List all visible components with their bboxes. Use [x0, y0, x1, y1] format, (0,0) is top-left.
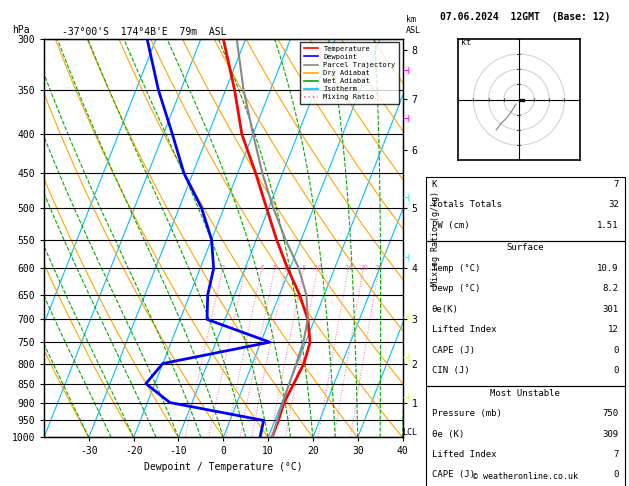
Bar: [426, 386, 625, 486]
Text: 12: 12: [608, 325, 619, 334]
Text: hPa: hPa: [12, 25, 30, 35]
Text: Mixing Ratio (g/kg): Mixing Ratio (g/kg): [431, 191, 440, 286]
Text: ⊣: ⊣: [403, 353, 409, 363]
Text: ⊣: ⊣: [403, 313, 409, 323]
Text: 07.06.2024  12GMT  (Base: 12): 07.06.2024 12GMT (Base: 12): [440, 12, 610, 22]
Text: 0: 0: [613, 366, 619, 375]
Text: © weatheronline.co.uk: © weatheronline.co.uk: [473, 472, 577, 481]
Text: Most Unstable: Most Unstable: [490, 389, 560, 398]
Text: 7: 7: [613, 450, 619, 459]
Text: 1.51: 1.51: [597, 221, 619, 230]
Text: Totals Totals: Totals Totals: [431, 200, 502, 209]
Text: km
ASL: km ASL: [406, 16, 421, 35]
Text: 8: 8: [301, 265, 306, 271]
Bar: [426, 241, 625, 386]
Text: 16: 16: [344, 265, 353, 271]
Text: 2: 2: [221, 265, 225, 271]
Text: Surface: Surface: [506, 243, 544, 253]
Text: 309: 309: [603, 430, 619, 439]
Text: 0: 0: [613, 470, 619, 480]
Text: 750: 750: [603, 409, 619, 418]
Text: CIN (J): CIN (J): [431, 366, 469, 375]
Text: 0: 0: [613, 346, 619, 355]
Text: 5: 5: [273, 265, 277, 271]
Text: θe(K): θe(K): [431, 305, 459, 314]
Text: 7: 7: [613, 180, 619, 189]
Text: Pressure (mb): Pressure (mb): [431, 409, 502, 418]
Text: K: K: [431, 180, 437, 189]
Text: 10: 10: [313, 265, 322, 271]
Text: 4: 4: [260, 265, 264, 271]
Text: 25: 25: [374, 265, 383, 271]
Text: 6: 6: [284, 265, 288, 271]
Text: CAPE (J): CAPE (J): [431, 470, 475, 480]
Text: -37°00'S  174°4B'E  79m  ASL: -37°00'S 174°4B'E 79m ASL: [62, 27, 226, 37]
Text: CAPE (J): CAPE (J): [431, 346, 475, 355]
Text: ⊣: ⊣: [403, 393, 409, 402]
Legend: Temperature, Dewpoint, Parcel Trajectory, Dry Adiabat, Wet Adiabat, Isotherm, Mi: Temperature, Dewpoint, Parcel Trajectory…: [301, 42, 399, 104]
Text: ⊣: ⊣: [403, 114, 409, 123]
Text: Lifted Index: Lifted Index: [431, 325, 496, 334]
Text: kt: kt: [461, 38, 471, 47]
Text: Lifted Index: Lifted Index: [431, 450, 496, 459]
Bar: [426, 177, 625, 241]
Text: LCL: LCL: [403, 428, 418, 437]
Text: 301: 301: [603, 305, 619, 314]
Text: 10.9: 10.9: [597, 264, 619, 273]
Text: ⊣: ⊣: [403, 66, 409, 76]
Text: Dewp (°C): Dewp (°C): [431, 284, 480, 294]
Text: PW (cm): PW (cm): [431, 221, 469, 230]
Text: θe (K): θe (K): [431, 430, 464, 439]
Text: ⊣: ⊣: [403, 253, 409, 263]
Text: 3: 3: [243, 265, 248, 271]
Text: 20: 20: [359, 265, 368, 271]
Text: 32: 32: [608, 200, 619, 209]
Text: ⊣: ⊣: [403, 193, 409, 203]
X-axis label: Dewpoint / Temperature (°C): Dewpoint / Temperature (°C): [144, 462, 303, 472]
Text: 8.2: 8.2: [603, 284, 619, 294]
Text: Temp (°C): Temp (°C): [431, 264, 480, 273]
